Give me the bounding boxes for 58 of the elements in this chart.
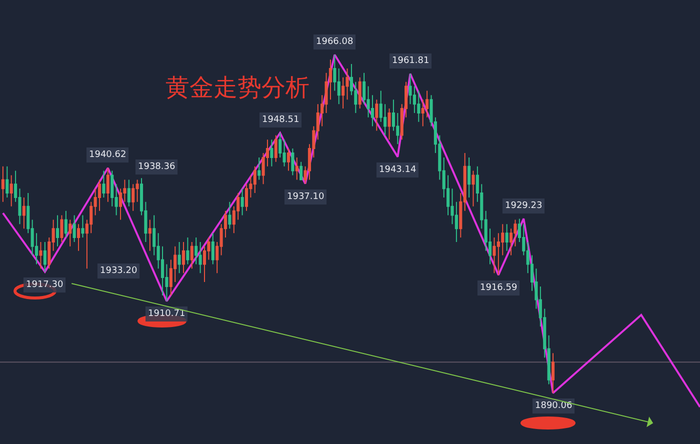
candlestick xyxy=(286,148,290,172)
candlestick xyxy=(468,156,471,198)
data-label: 1943.14 xyxy=(379,165,416,175)
candlestick xyxy=(6,166,9,198)
candlestick xyxy=(127,179,130,207)
candlestick xyxy=(388,108,391,140)
candlestick xyxy=(68,219,72,247)
candlestick xyxy=(10,174,13,207)
candlestick xyxy=(417,90,420,122)
candlestick xyxy=(472,170,475,207)
candlestick xyxy=(228,201,232,230)
candlestick xyxy=(148,219,152,252)
data-label: 1929.23 xyxy=(505,201,542,211)
candlestick xyxy=(43,241,46,272)
data-label: 1966.08 xyxy=(316,37,354,47)
candlestick xyxy=(77,224,80,252)
candlestick xyxy=(22,196,26,230)
candlestick xyxy=(190,241,194,270)
data-label: 1910.71 xyxy=(148,309,186,319)
candlestick xyxy=(64,210,68,238)
candlestick xyxy=(72,214,76,242)
annotation: 1933.20 xyxy=(100,266,138,276)
candlestick xyxy=(253,166,256,194)
candlestick xyxy=(60,214,64,242)
candlestick xyxy=(211,232,214,265)
candlestick xyxy=(1,166,4,202)
candlestick xyxy=(492,237,496,274)
candlestick xyxy=(98,179,102,212)
candlestick xyxy=(182,241,186,274)
candlestick xyxy=(375,99,378,132)
candlestick xyxy=(186,237,190,265)
candlestick xyxy=(552,352,555,394)
candlestick xyxy=(295,156,298,180)
candlestick xyxy=(132,184,135,212)
data-label: 1940.62 xyxy=(89,150,126,160)
candlestick xyxy=(56,214,60,247)
data-label: 1916.59 xyxy=(480,283,518,293)
candlestick xyxy=(198,241,202,274)
data-label: 1917.30 xyxy=(26,280,64,290)
candlestick xyxy=(106,168,110,202)
candlestick xyxy=(240,188,244,216)
candlestick xyxy=(81,214,84,238)
annotation: 1938.36 xyxy=(138,162,176,172)
candlestick xyxy=(300,161,303,180)
candlestick xyxy=(505,224,508,252)
candlestick xyxy=(291,148,294,176)
candlestick xyxy=(258,156,261,180)
candlestick xyxy=(102,170,106,198)
text: 黄金走势分析 xyxy=(165,73,310,102)
data-label: 1890.06 xyxy=(535,401,572,411)
data-label: 1961.81 xyxy=(392,56,430,66)
data-label: 1948.51 xyxy=(262,115,300,125)
candlestick xyxy=(178,241,181,274)
candlestick xyxy=(39,241,42,270)
candlestick xyxy=(358,76,362,110)
candlestick xyxy=(270,139,274,167)
candlestick xyxy=(274,134,278,162)
data-label: 1937.10 xyxy=(287,192,324,202)
